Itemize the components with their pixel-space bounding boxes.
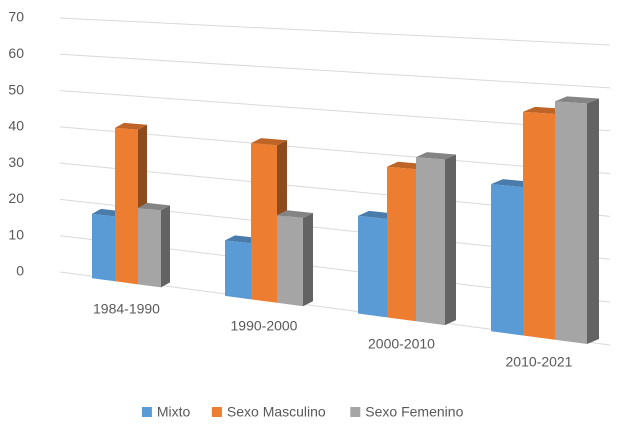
bar-front [251, 143, 277, 303]
bar [277, 210, 313, 307]
x-tick-label: 2000-2010 [368, 336, 435, 352]
y-tick-label: 60 [8, 45, 24, 61]
y-tick-label: 30 [8, 154, 24, 170]
bar-top [251, 138, 287, 146]
legend-label: Sexo Masculino [227, 404, 326, 420]
bar-side [445, 154, 456, 326]
bar-top [555, 96, 599, 104]
bar [416, 152, 456, 326]
x-tick-label: 1984-1990 [93, 301, 160, 317]
bar-front [523, 111, 555, 340]
y-tick-label: 50 [8, 81, 24, 97]
bar-front [416, 157, 445, 326]
bar-front [92, 213, 115, 282]
y-tick-label: 40 [8, 118, 24, 134]
x-tick-label: 2010-2021 [506, 354, 573, 370]
legend-label: Sexo Femenino [365, 404, 463, 420]
bar-front [225, 240, 251, 300]
y-tick-label: 0 [16, 263, 24, 279]
bar-front [491, 184, 523, 336]
bar-front [277, 215, 303, 307]
bar-side [303, 213, 313, 307]
bar-top [416, 152, 456, 160]
grid-line [59, 126, 611, 175]
bar-front [358, 215, 387, 318]
x-tick-label: 1990-2000 [231, 318, 298, 334]
bar-side [587, 98, 599, 344]
y-tick-label: 70 [8, 9, 24, 25]
bar [555, 96, 599, 344]
grid-line [59, 90, 611, 132]
legend-swatch [350, 407, 361, 417]
bar [138, 202, 170, 288]
bar-front [387, 166, 416, 322]
bar-front [115, 127, 138, 285]
bar-side [161, 205, 170, 288]
legend-swatch [211, 407, 222, 417]
grid-line [59, 17, 611, 46]
grid-line [59, 53, 611, 89]
y-tick-label: 20 [8, 190, 24, 206]
legend-swatch [141, 407, 152, 417]
bar-top [138, 202, 170, 211]
bar-front [138, 207, 161, 288]
y-tick-label: 10 [8, 226, 24, 242]
bar-front [555, 101, 587, 344]
bar-top [277, 210, 313, 219]
legend-label: Mixto [157, 404, 191, 420]
bar-top [115, 122, 147, 130]
